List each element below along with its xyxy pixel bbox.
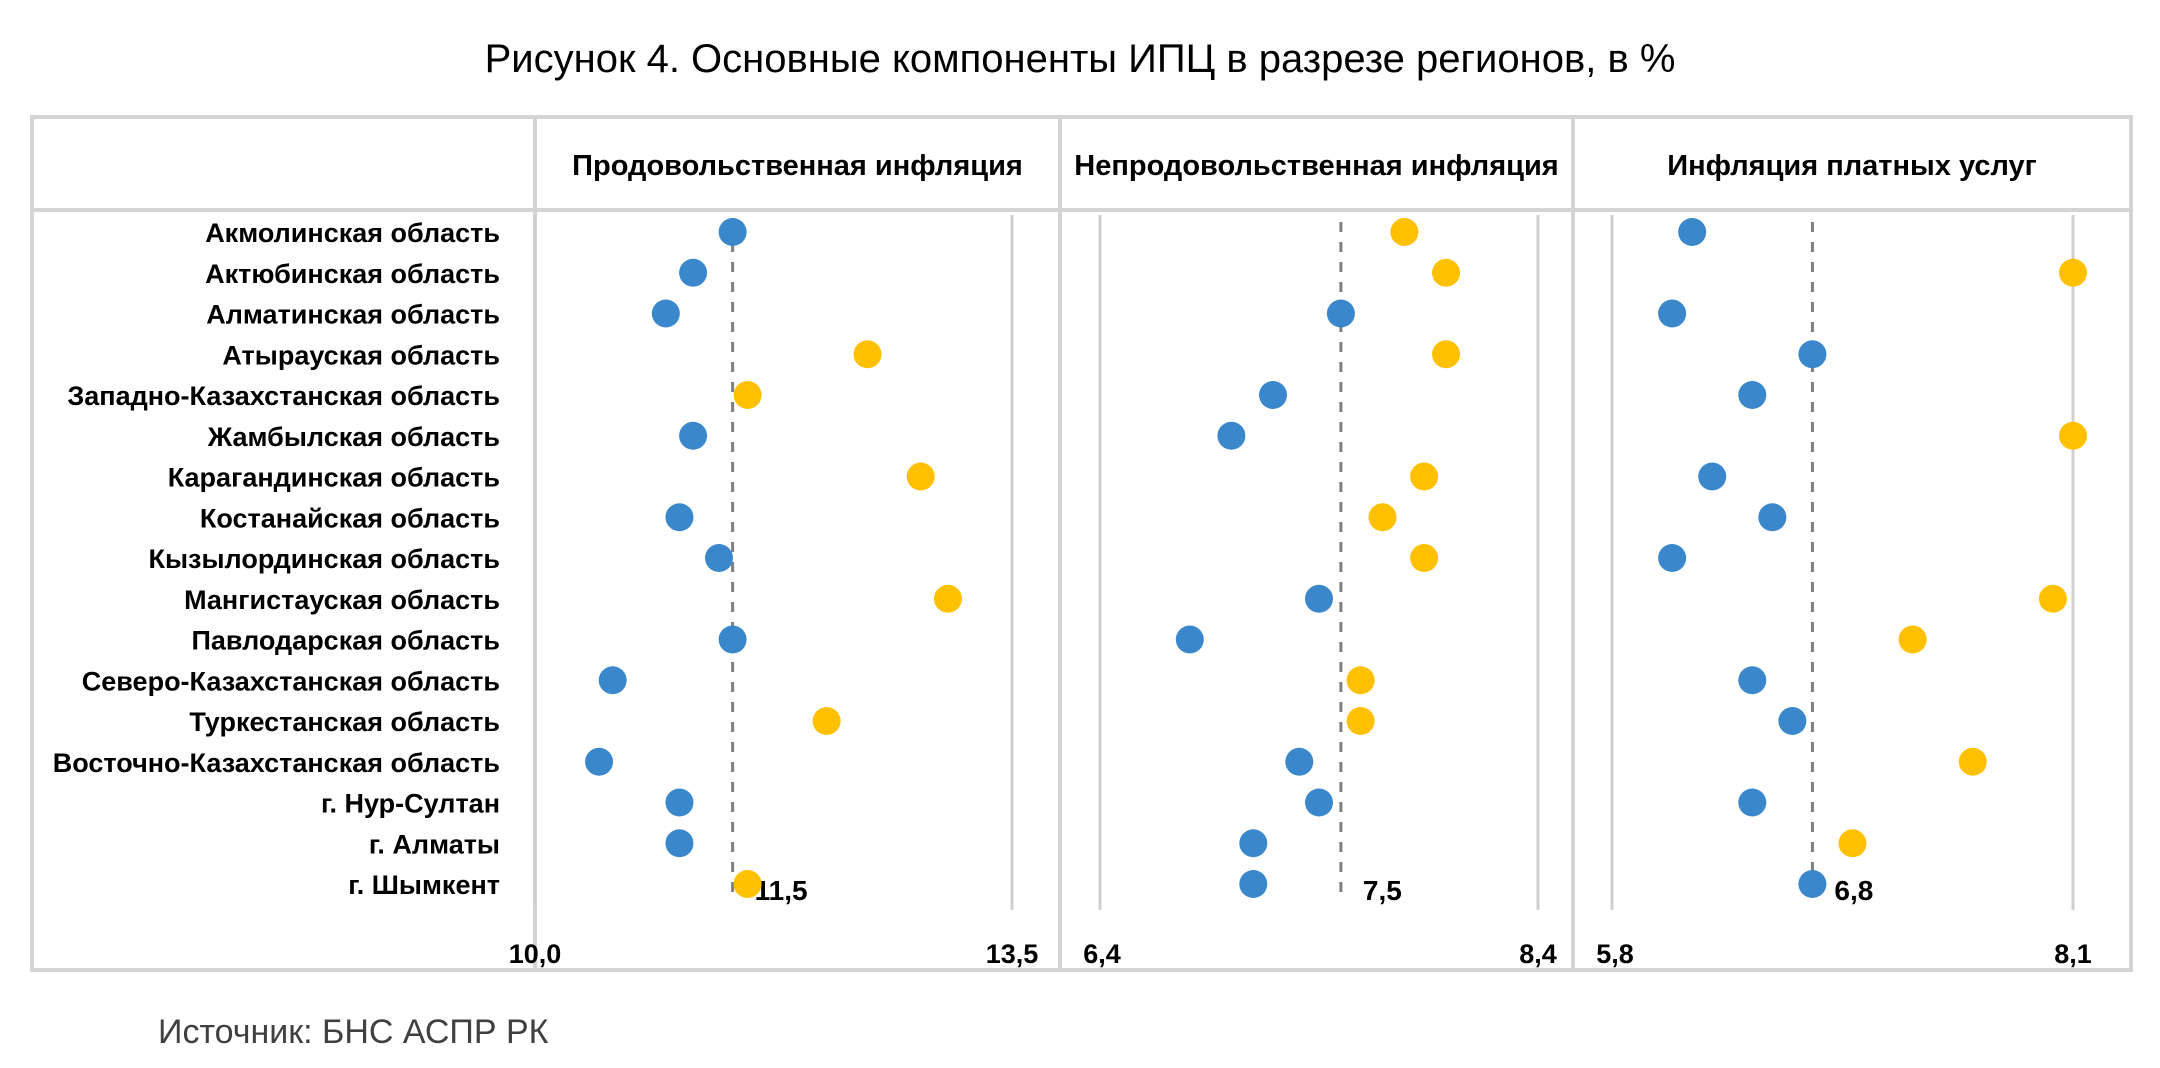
data-point bbox=[733, 870, 762, 898]
data-point bbox=[1432, 258, 1461, 287]
data-point bbox=[1658, 544, 1687, 572]
data-point bbox=[1658, 299, 1687, 328]
data-point bbox=[1239, 870, 1268, 898]
region-label: г. Нур-Султан bbox=[321, 789, 500, 819]
data-point bbox=[1239, 829, 1268, 858]
data-point bbox=[665, 788, 694, 817]
data-point bbox=[585, 747, 614, 776]
region-label: Костанайская область bbox=[200, 503, 500, 533]
data-point bbox=[651, 299, 680, 328]
panel-3: 6,8 5,8 8,1 bbox=[1596, 215, 2092, 969]
outer-frame bbox=[30, 115, 2133, 972]
data-point bbox=[1305, 788, 1333, 817]
panel-title: Непродовольственная инфляция bbox=[1074, 150, 1558, 182]
panel-headers: Продовольственная инфляция Непродовольств… bbox=[572, 150, 2037, 182]
data-point bbox=[1326, 299, 1355, 328]
data-point bbox=[1838, 829, 1867, 858]
region-label: Западно-Казахстанская область bbox=[67, 381, 500, 411]
data-point bbox=[1798, 870, 1827, 898]
region-label: г. Шымкент bbox=[348, 870, 500, 900]
data-point bbox=[665, 503, 694, 532]
region-label: Жамбылская область bbox=[207, 422, 500, 452]
region-label: Актюбинская область bbox=[205, 259, 500, 289]
region-label: Павлодарская область bbox=[191, 626, 500, 656]
data-point bbox=[906, 462, 935, 491]
data-point bbox=[1738, 788, 1767, 817]
chart-panels: 11,5 10,0 13,5 7,5 6,4 8,4 6,8 5,8 8,1 bbox=[509, 215, 2092, 969]
axis-min-label: 6,4 bbox=[1083, 939, 1121, 969]
axis-max-label: 8,4 bbox=[1519, 939, 1557, 969]
panel-title: Продовольственная инфляция bbox=[572, 150, 1023, 182]
data-point bbox=[1410, 462, 1439, 491]
region-label: Туркестанская область bbox=[189, 707, 500, 737]
chart-title: Рисунок 4. Основные компоненты ИПЦ в раз… bbox=[485, 37, 1676, 81]
data-point bbox=[1758, 503, 1787, 532]
data-point bbox=[1259, 381, 1288, 409]
region-label: Северо-Казахстанская область bbox=[82, 666, 500, 696]
data-point bbox=[1958, 747, 1987, 776]
source-note: Источник: БНС АСПР РК bbox=[158, 1013, 549, 1051]
data-point bbox=[1798, 340, 1827, 369]
data-point bbox=[1305, 584, 1333, 613]
panel-2: 7,5 6,4 8,4 bbox=[1083, 215, 1557, 969]
data-point bbox=[1898, 625, 1927, 654]
data-point bbox=[679, 421, 708, 450]
data-point bbox=[1738, 381, 1767, 409]
data-point bbox=[812, 707, 841, 735]
axis-max-label: 13,5 bbox=[986, 939, 1039, 969]
data-point bbox=[1217, 421, 1246, 450]
region-label: Атырауская область bbox=[222, 340, 500, 370]
panel-1: 11,5 10,0 13,5 bbox=[509, 215, 1039, 969]
data-point bbox=[2059, 258, 2087, 287]
region-label: Мангистауская область bbox=[184, 585, 500, 615]
region-label: Акмолинская область bbox=[205, 218, 500, 248]
data-point bbox=[1346, 707, 1375, 735]
data-point bbox=[1778, 707, 1807, 735]
data-point bbox=[1390, 218, 1419, 246]
data-point bbox=[679, 258, 708, 287]
axis-max-label: 8,1 bbox=[2054, 939, 2092, 969]
data-point bbox=[1432, 340, 1461, 369]
data-point bbox=[1346, 666, 1375, 695]
region-label: Восточно-Казахстанская область bbox=[53, 748, 500, 778]
axis-min-label: 10,0 bbox=[509, 939, 562, 969]
data-point bbox=[733, 381, 762, 409]
data-point bbox=[598, 666, 627, 695]
axis-min-label: 5,8 bbox=[1596, 939, 1634, 969]
region-label: Алматинская область bbox=[206, 300, 500, 330]
data-point bbox=[718, 218, 747, 246]
data-point bbox=[853, 340, 882, 369]
data-point bbox=[1698, 462, 1727, 491]
data-point bbox=[1285, 747, 1314, 776]
data-point bbox=[718, 625, 747, 654]
region-label: Карагандинская область bbox=[168, 463, 500, 493]
reference-label: 11,5 bbox=[755, 875, 808, 906]
data-point bbox=[1410, 544, 1439, 572]
region-labels: Акмолинская область Актюбинская область Ал… bbox=[53, 218, 500, 900]
data-point bbox=[665, 829, 694, 858]
data-point bbox=[704, 544, 733, 572]
data-point bbox=[2059, 421, 2087, 450]
reference-label: 6,8 bbox=[1834, 875, 1873, 906]
data-point bbox=[933, 584, 962, 613]
region-label: г. Алматы bbox=[369, 829, 500, 859]
data-point bbox=[1678, 218, 1707, 246]
reference-label: 7,5 bbox=[1363, 875, 1402, 906]
data-point bbox=[1368, 503, 1397, 532]
data-point bbox=[2038, 584, 2067, 613]
data-point bbox=[1175, 625, 1204, 654]
panel-title: Инфляция платных услуг bbox=[1667, 150, 2037, 182]
region-label: Кызылординская область bbox=[149, 544, 500, 574]
data-point bbox=[1738, 666, 1767, 695]
